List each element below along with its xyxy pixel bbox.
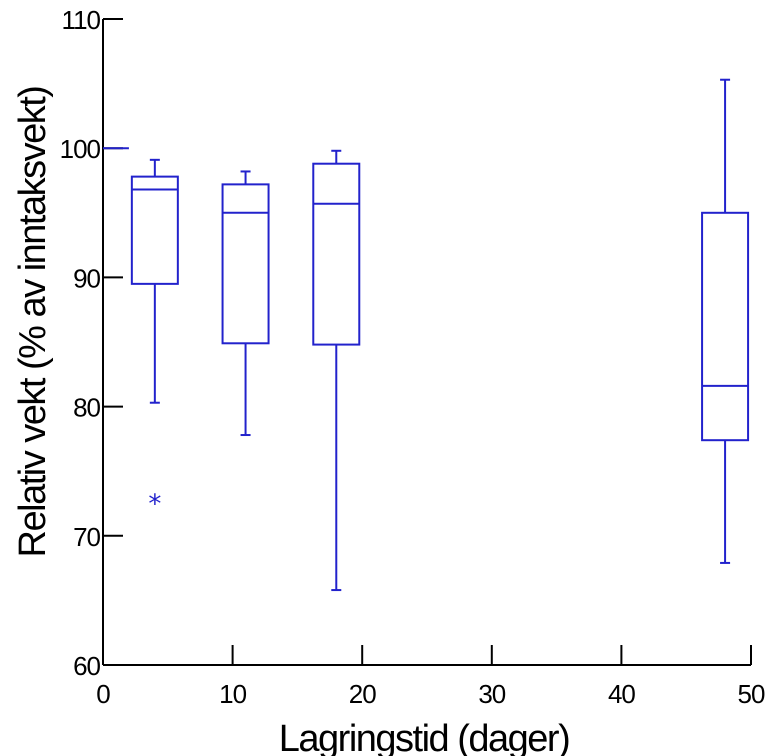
x-tick-label: 0: [96, 679, 110, 709]
x-tick-label: 30: [478, 679, 505, 709]
box-group-3: [701, 78, 750, 564]
x-tick-label: 50: [738, 679, 765, 709]
box-iqr: [312, 162, 361, 346]
box-group-0: *: [130, 158, 179, 519]
y-tick-label: 80: [73, 393, 100, 423]
x-axis-ticks: 0 10 20 30 40 50: [96, 645, 766, 709]
box-iqr: [130, 175, 179, 285]
box-group-1: [221, 170, 270, 437]
box-series: *: [130, 78, 750, 592]
y-tick-label: 90: [73, 263, 100, 293]
outlier-marker: *: [148, 489, 161, 519]
y-tick-label: 60: [73, 651, 100, 681]
y-tick-label: 110: [62, 5, 101, 35]
axes: [102, 19, 751, 666]
box-iqr: [221, 183, 270, 345]
y-axis-ticks: 60 70 80 90 100 110: [60, 5, 123, 681]
y-axis-title: Relativ vekt (% av inntaksvekt): [12, 87, 54, 558]
box-group-2: [312, 149, 361, 592]
x-tick-label: 20: [349, 679, 376, 709]
y-tick-label: 100: [60, 134, 101, 164]
x-axis-title: Lagringstid (dager): [279, 718, 569, 756]
y-tick-label: 70: [73, 522, 100, 552]
x-tick-label: 10: [219, 679, 246, 709]
box-iqr: [701, 211, 750, 442]
x-tick-label: 40: [608, 679, 635, 709]
